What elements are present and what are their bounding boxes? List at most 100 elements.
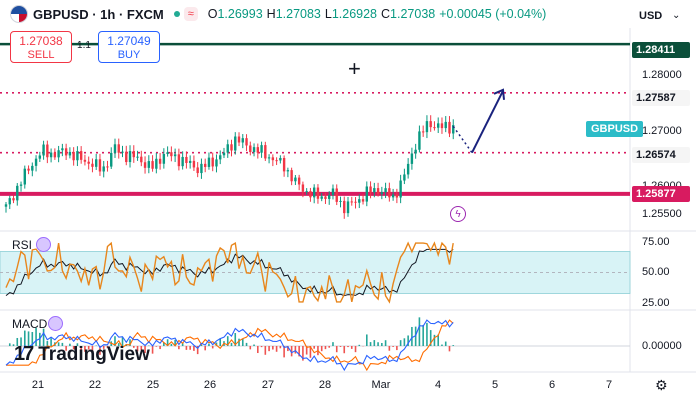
macd-pane (0, 317, 630, 372)
macd-histogram-bar (163, 342, 165, 346)
candle (38, 155, 42, 159)
macd-label[interactable]: MACD (12, 317, 48, 331)
candle (203, 163, 207, 167)
macd-histogram-bar (189, 346, 191, 350)
indicator-settings-icon[interactable] (48, 316, 63, 331)
candle (173, 154, 177, 157)
price-tag-target[interactable]: 1.27587 (632, 90, 690, 106)
indicator-settings-icon[interactable] (36, 237, 51, 252)
macd-histogram-bar (444, 341, 447, 346)
candle (200, 163, 203, 174)
macd-histogram-bar (181, 343, 184, 346)
candle (444, 121, 447, 129)
sell-label: SELL (27, 49, 55, 61)
candle (282, 157, 286, 172)
price-tag-resistance[interactable]: 1.28411 (632, 42, 690, 58)
candle (177, 154, 181, 167)
candle (46, 144, 49, 158)
macd-histogram-bar (72, 346, 75, 350)
candle (34, 158, 38, 166)
macd-histogram-bar (99, 346, 101, 355)
macd-histogram-bar (65, 346, 67, 351)
symbol-title[interactable]: GBPUSD · 1h · FXCM (33, 6, 164, 22)
candle (207, 157, 211, 167)
macd-histogram-bar (347, 346, 349, 348)
projection-dotted (452, 125, 473, 154)
candle (271, 157, 275, 161)
macd-histogram-bar (144, 346, 146, 354)
macd-histogram-bar (283, 346, 285, 358)
macd-histogram-bar (57, 342, 60, 346)
candle (151, 161, 154, 169)
sell-button[interactable]: 1.27038 SELL (10, 31, 72, 63)
macd-histogram-bar (426, 322, 428, 346)
candle (23, 168, 26, 185)
price-axis-label: 1.28000 (642, 69, 682, 81)
candle (410, 153, 414, 164)
candle (452, 125, 455, 134)
candle (95, 159, 98, 167)
macd-histogram-bar (204, 346, 206, 351)
tradingview-logo: 17 TradingView (14, 343, 150, 366)
candle (76, 151, 79, 161)
price-pane (0, 42, 630, 219)
candle (121, 151, 124, 153)
macd-histogram-bar (20, 337, 22, 346)
macd-histogram-bar (196, 346, 199, 355)
data-wave-icon[interactable]: ≈ (183, 7, 198, 21)
macd-histogram-bar (170, 343, 173, 346)
candle (437, 123, 440, 128)
candle (98, 159, 102, 172)
macd-histogram-bar (23, 330, 26, 346)
candle (358, 199, 361, 203)
crosshair-icon: + (348, 56, 361, 81)
macd-histogram-bar (50, 338, 52, 346)
macd-histogram-bar (226, 336, 229, 346)
buy-button[interactable]: 1.27049 BUY (98, 31, 160, 63)
macd-histogram-bar (418, 317, 421, 346)
macd-histogram-bar (129, 339, 131, 346)
rsi-axis-label: 25.00 (642, 297, 670, 309)
candle (297, 177, 301, 185)
macd-histogram-bar (407, 335, 409, 346)
gear-icon[interactable]: ⚙ (655, 377, 668, 393)
candle (391, 194, 395, 198)
macd-histogram-bar (208, 343, 210, 346)
candle (117, 144, 120, 153)
macd-histogram-bar (437, 334, 440, 346)
macd-histogram-bar (174, 339, 176, 346)
macd-histogram-bar (260, 346, 263, 348)
flash-event-icon[interactable]: ϟ (450, 206, 466, 222)
macd-histogram-bar (302, 346, 304, 361)
candle (27, 168, 30, 171)
price-tag-key-support[interactable]: 1.25877 (632, 186, 690, 202)
macd-histogram-bar (215, 342, 218, 346)
time-axis-label: 4 (434, 379, 442, 391)
macd-histogram-bar (369, 342, 372, 346)
macd-histogram-bar (8, 343, 11, 346)
candle (301, 184, 305, 192)
macd-histogram-bar (388, 346, 391, 351)
candle (226, 144, 229, 153)
chevron-down-icon[interactable]: ⌄ (672, 10, 681, 21)
macd-histogram-bar (117, 343, 120, 346)
macd-histogram-bar (328, 346, 331, 348)
candle (373, 188, 376, 193)
candle (264, 145, 267, 159)
macd-histogram-bar (441, 344, 443, 346)
candle (143, 162, 147, 168)
macd-histogram-bar (366, 334, 368, 346)
macd-histogram-bar (35, 327, 37, 346)
price-tag-support[interactable]: 1.26574 (632, 147, 690, 163)
candle (102, 166, 105, 172)
candle (110, 152, 113, 167)
time-axis-label: 21 (31, 379, 45, 391)
candle (158, 158, 162, 164)
rsi-label[interactable]: RSI (12, 238, 33, 252)
candle (211, 157, 214, 167)
currency-selector[interactable]: USD (639, 10, 663, 22)
candle (365, 186, 368, 202)
macd-histogram-bar (69, 343, 71, 346)
candle (19, 184, 23, 186)
